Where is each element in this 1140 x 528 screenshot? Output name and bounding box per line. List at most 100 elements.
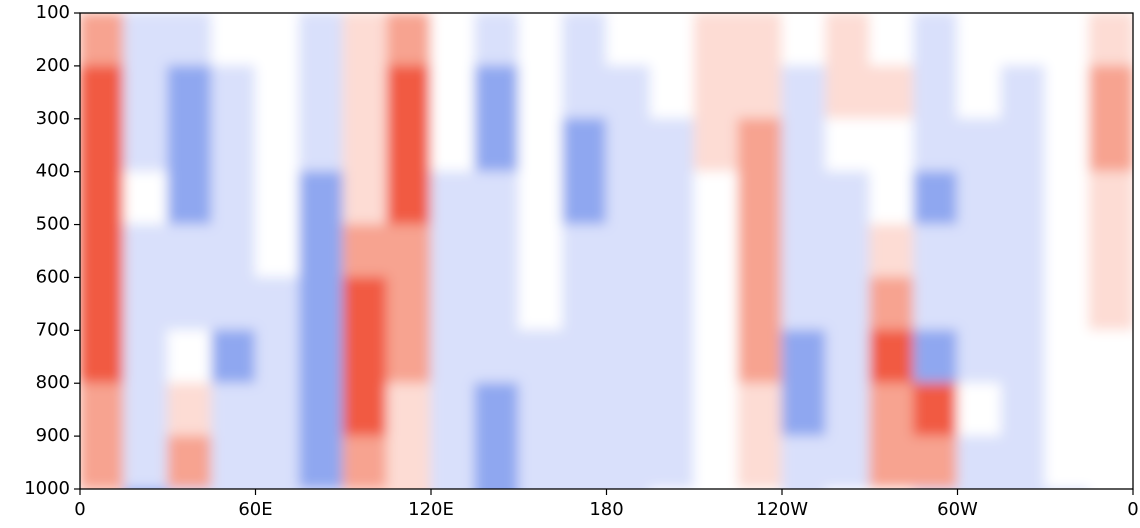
x-tick-label: 60E	[238, 499, 272, 520]
contour-cell	[957, 382, 1002, 437]
contour-cell	[80, 488, 125, 489]
contour-cell	[737, 329, 783, 384]
contour-cell	[80, 435, 125, 489]
contour-cell	[80, 329, 125, 384]
contour-cell	[869, 382, 915, 437]
contour-cell	[167, 435, 213, 489]
contour-cell	[1000, 276, 1046, 331]
contour-cell	[825, 435, 871, 489]
y-tick-label: 1000	[24, 478, 70, 499]
contour-cell	[298, 118, 344, 173]
contour-cell	[1088, 382, 1133, 437]
contour-cell	[386, 224, 432, 278]
contour-cell	[562, 224, 607, 278]
contour-cell	[562, 382, 607, 437]
contour-cell	[957, 171, 1002, 226]
contour-cell	[1044, 13, 1090, 67]
contour-cell	[298, 224, 344, 278]
contour-cell	[342, 118, 388, 173]
contour-cells	[80, 13, 1133, 489]
y-tick-label: 100	[36, 2, 70, 23]
x-tick-label: 60W	[937, 499, 978, 520]
contour-cell	[693, 13, 739, 67]
contour-cell	[474, 488, 520, 489]
contour-cell	[869, 329, 915, 384]
contour-cell	[1088, 65, 1133, 120]
contour-cell	[562, 276, 607, 331]
contour-cell	[167, 118, 213, 173]
contour-cell	[211, 276, 256, 331]
x-tick-label: 0	[74, 499, 85, 520]
y-tick-label: 600	[36, 266, 70, 287]
contour-cell	[1088, 329, 1133, 384]
contour-cell	[255, 224, 300, 278]
contour-cell	[869, 435, 915, 489]
contour-cell	[211, 171, 256, 226]
contour-cell	[255, 382, 300, 437]
contour-cell	[957, 276, 1002, 331]
contour-cell	[649, 171, 695, 226]
contour-cell	[1000, 488, 1046, 489]
contour-cell	[562, 329, 607, 384]
contour-cell	[123, 276, 169, 331]
contour-cell	[518, 13, 564, 67]
contour-cell	[957, 118, 1002, 173]
contour-cell	[869, 65, 915, 120]
y-tick-label: 800	[36, 372, 70, 393]
contour-cell	[474, 224, 520, 278]
contour-cell	[1044, 65, 1090, 120]
contour-cell	[386, 65, 432, 120]
contour-cell	[737, 13, 783, 67]
contour-cell	[649, 435, 695, 489]
contour-cell	[255, 276, 300, 331]
contour-cell	[1044, 118, 1090, 173]
contour-cell	[825, 382, 871, 437]
contour-cell	[298, 382, 344, 437]
contour-cell	[693, 118, 739, 173]
contour-cell	[255, 435, 300, 489]
contour-cell	[606, 171, 651, 226]
contour-cell	[1044, 435, 1090, 489]
contour-cell	[1000, 329, 1046, 384]
contour-cell	[781, 276, 827, 331]
contour-cell	[123, 435, 169, 489]
contour-cell	[606, 382, 651, 437]
contour-cell	[869, 276, 915, 331]
contour-cell	[1088, 171, 1133, 226]
contour-cell	[781, 224, 827, 278]
contour-cell	[869, 118, 915, 173]
contour-cell	[693, 65, 739, 120]
contour-cell	[781, 171, 827, 226]
contour-cell	[1044, 224, 1090, 278]
contour-cell	[342, 329, 388, 384]
contour-cell	[913, 276, 958, 331]
contour-cell	[869, 488, 915, 489]
contour-cell	[562, 65, 607, 120]
contour-cell	[518, 171, 564, 226]
contour-cell	[825, 224, 871, 278]
contour-cell	[518, 435, 564, 489]
contour-cell	[781, 382, 827, 437]
contour-cell	[606, 13, 651, 67]
contour-cell	[649, 224, 695, 278]
contour-cell	[298, 65, 344, 120]
contour-cell	[518, 488, 564, 489]
plot-frame	[79, 12, 1134, 490]
x-tick-label: 120W	[756, 499, 808, 520]
contour-cell	[781, 13, 827, 67]
contour-cell	[913, 171, 958, 226]
contour-cell	[781, 118, 827, 173]
contour-cell	[562, 13, 607, 67]
contour-cell	[1000, 118, 1046, 173]
contour-cell	[562, 171, 607, 226]
contour-cell	[80, 13, 125, 67]
contour-cell	[649, 382, 695, 437]
contour-cell	[606, 224, 651, 278]
contour-cell	[430, 13, 476, 67]
y-tick-label: 500	[36, 214, 70, 235]
contour-cell	[167, 276, 213, 331]
contour-cell	[1088, 435, 1133, 489]
contour-cell	[474, 118, 520, 173]
contour-cell	[386, 276, 432, 331]
y-tick-label: 200	[36, 55, 70, 76]
